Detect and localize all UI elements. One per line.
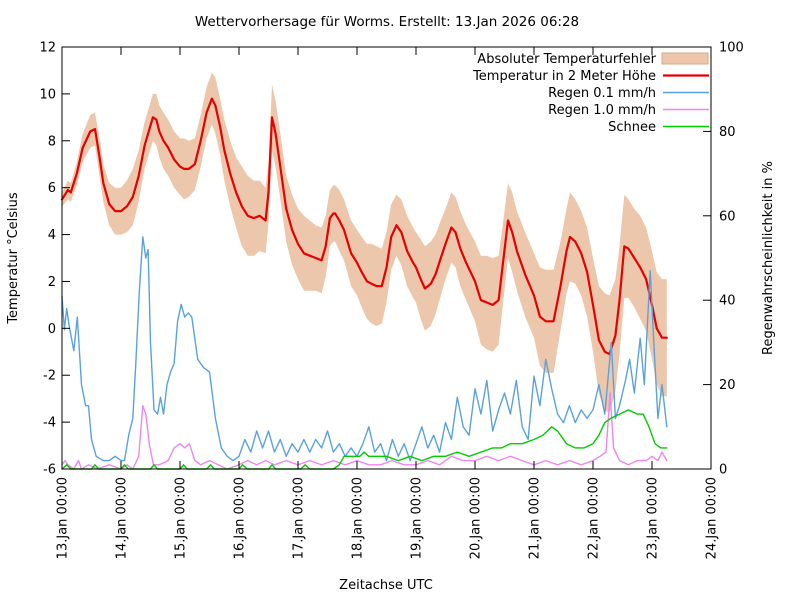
y-left-tick-label: -6 [43,463,56,478]
legend: Absoluter Temperaturfehler Temperatur in… [472,52,709,135]
y-left-tick-label: 6 [48,181,56,196]
axis-ticks [61,46,712,470]
rain10-line [61,392,668,470]
y-left-tick-label: 12 [39,41,56,56]
legend-label-snow: Schnee [608,120,656,135]
x-tick-label: 16.Jan 00:00 [233,477,248,559]
y-left-tick-label: 10 [39,87,56,102]
y-right-tick-label: 0 [719,463,727,478]
x-tick-label: 21.Jan 00:00 [528,477,543,559]
y-left-tick-label: -4 [43,416,56,431]
plot-border [61,46,712,470]
x-tick-label: 22.Jan 00:00 [587,477,602,559]
x-tick-label: 17.Jan 00:00 [292,477,307,559]
x-tick-label: 24.Jan 00:00 [705,477,720,559]
x-tick-label: 18.Jan 00:00 [351,477,366,559]
y-left-tick-label: -2 [43,369,56,384]
y-right-tick-label: 40 [719,294,736,309]
y-axis-right-label: Regenwahrscheinlichkeit in % [761,161,776,355]
legend-label-temperature: Temperatur in 2 Meter Höhe [472,69,656,84]
temperature-line [60,97,668,356]
x-axis-label: Zeitachse UTC [339,578,433,593]
y-right-tick-label: 20 [719,378,736,393]
legend-label-rain10: Regen 1.0 mm/h [548,103,656,118]
y-right-tick-label: 80 [719,125,736,140]
y-right-tick-label: 100 [719,41,744,56]
legend-label-rain01: Regen 0.1 mm/h [548,86,656,101]
axis-tick-labels: 13.Jan 00:00 14.Jan 00:00 15.Jan 00:00 16.J… [39,41,743,560]
rain01-line [61,236,668,462]
temperature-error-band [62,72,667,413]
legend-swatch-temperature-error-band [661,52,709,65]
x-tick-label: 19.Jan 00:00 [410,477,425,559]
x-tick-label: 15.Jan 00:00 [174,477,189,559]
y-left-tick-label: 0 [48,322,56,337]
x-tick-label: 20.Jan 00:00 [469,477,484,559]
x-tick-label: 23.Jan 00:00 [646,477,661,559]
y-axis-left-label: Temperatur °Celsius [6,192,21,325]
x-tick-label: 13.Jan 00:00 [56,477,71,559]
y-left-tick-label: 2 [48,275,56,290]
y-right-tick-label: 60 [719,209,736,224]
legend-label-temperature-error: Absoluter Temperaturfehler [477,52,656,67]
x-tick-label: 14.Jan 00:00 [115,477,130,559]
chart-title: Wettervorhersage für Worms. Erstellt: 13… [195,14,579,30]
y-left-tick-label: 8 [48,134,56,149]
y-left-tick-label: 4 [48,228,56,243]
